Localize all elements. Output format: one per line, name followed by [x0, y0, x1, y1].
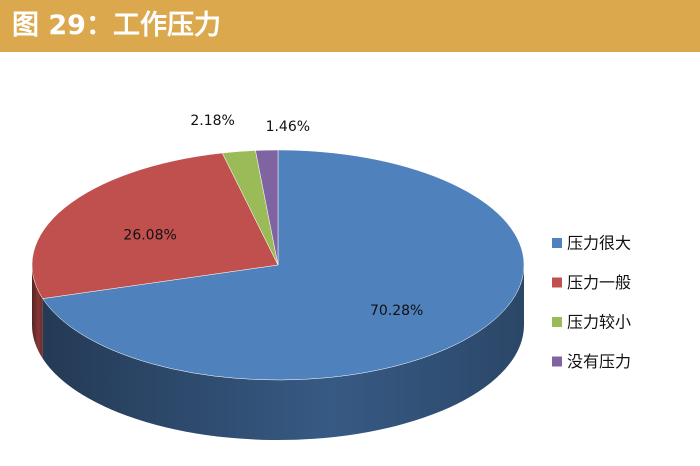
slice: [42, 149, 525, 381]
legend-label: 压力较小: [567, 313, 631, 332]
legend-swatch: [552, 277, 562, 288]
data-label: 1.46%: [266, 119, 310, 135]
data-label: 70.28%: [370, 303, 423, 319]
slice-side: [32, 265, 43, 359]
slice: [255, 149, 279, 266]
data-label: 2.18%: [190, 113, 234, 129]
legend-label: 没有压力: [567, 352, 631, 371]
legend-label: 压力很大: [567, 234, 631, 253]
data-label: 26.08%: [123, 228, 176, 244]
chart-title: 图 29：工作压力: [12, 10, 221, 41]
legend-swatch: [552, 356, 562, 367]
legend-swatch: [552, 238, 562, 248]
legend-label: 压力一般: [567, 273, 631, 292]
legend-swatch: [552, 317, 562, 327]
slice: [31, 152, 279, 299]
slice-side: [42, 265, 525, 440]
title-bar: 图 29：工作压力: [0, 0, 700, 52]
